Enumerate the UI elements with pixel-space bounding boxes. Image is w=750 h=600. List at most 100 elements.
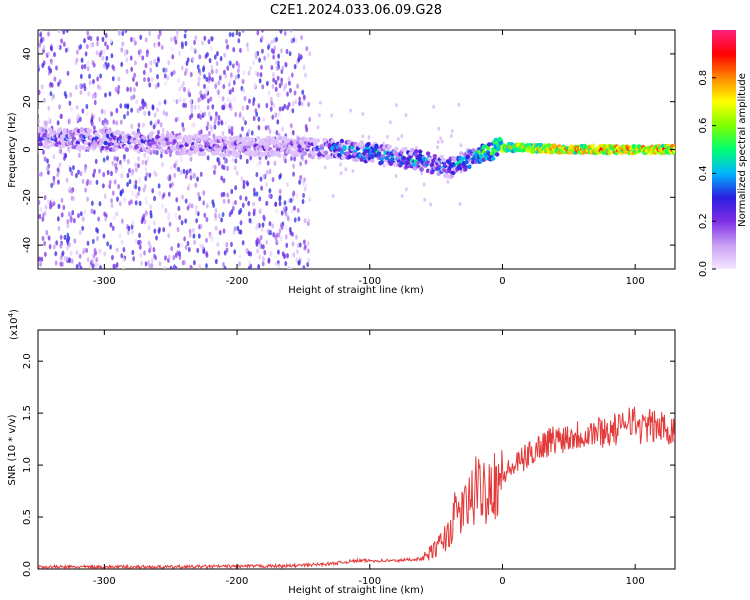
noise-mark (174, 252, 178, 258)
noise-mark (43, 120, 47, 126)
ridge-mark (607, 150, 613, 156)
noise-mark (240, 175, 244, 182)
noise-mark (271, 223, 275, 229)
noise-mark (134, 184, 138, 190)
noise-mark (151, 188, 155, 194)
noise-mark (66, 70, 70, 76)
noise-mark (93, 168, 96, 174)
noise-mark (144, 196, 148, 202)
noise-mark (143, 183, 147, 190)
noise-mark (400, 134, 404, 139)
colorbar-label: Normalized spectral amplitude (737, 73, 748, 227)
noise-mark (241, 202, 245, 208)
noise-mark (259, 207, 263, 213)
ridge-mark (160, 133, 165, 138)
noise-mark (81, 178, 85, 184)
noise-mark (43, 240, 47, 246)
noise-mark (297, 259, 301, 266)
noise-mark (184, 218, 188, 224)
noise-mark (197, 104, 201, 110)
noise-mark (280, 80, 284, 86)
noise-mark (248, 98, 251, 104)
noise-mark (225, 38, 228, 45)
ridge-mark (672, 146, 675, 151)
noise-mark (181, 194, 184, 200)
ridge-mark (272, 151, 277, 157)
noise-mark (50, 182, 54, 188)
noise-mark (211, 164, 215, 170)
noise-mark (117, 84, 121, 90)
noise-mark (170, 245, 174, 252)
noise-mark (227, 198, 231, 204)
noise-mark (59, 243, 63, 249)
noise-mark (183, 33, 187, 39)
noise-mark (149, 213, 153, 219)
noise-mark (238, 209, 241, 216)
noise-mark (190, 107, 194, 113)
noise-mark (117, 76, 121, 82)
noise-mark (244, 196, 248, 202)
noise-mark (164, 207, 168, 214)
ridge-mark (82, 146, 87, 151)
noise-mark (276, 119, 280, 125)
noise-mark (62, 204, 66, 210)
noise-mark (232, 79, 236, 86)
noise-mark (198, 54, 202, 60)
noise-mark (137, 239, 140, 246)
noise-mark (38, 199, 41, 206)
noise-mark (122, 265, 125, 269)
noise-mark (272, 77, 276, 83)
noise-mark (268, 188, 272, 194)
noise-mark (92, 253, 96, 259)
ridge-mark (193, 133, 199, 138)
noise-mark (92, 125, 96, 131)
ridge-mark (414, 149, 419, 154)
noise-mark (305, 127, 309, 133)
noise-mark (68, 119, 72, 125)
chart-title: C2E1.2024.033.06.09.G28 (270, 3, 442, 18)
noise-mark (217, 213, 221, 219)
noise-mark (307, 218, 311, 224)
noise-mark (446, 179, 450, 184)
noise-mark (180, 83, 184, 89)
noise-mark (274, 60, 278, 66)
noise-mark (199, 171, 203, 177)
noise-mark (95, 50, 99, 56)
noise-mark (41, 62, 45, 69)
noise-mark (193, 239, 197, 245)
x-tick-label: -200 (226, 276, 249, 287)
noise-mark (185, 169, 189, 175)
ridge-mark (196, 137, 201, 142)
noise-mark (231, 87, 235, 93)
noise-mark (177, 166, 181, 172)
noise-mark (274, 79, 278, 86)
noise-mark (55, 240, 59, 246)
noise-mark (94, 158, 98, 164)
noise-mark (49, 91, 53, 97)
noise-mark (152, 220, 156, 226)
noise-mark (265, 169, 269, 176)
noise-mark (226, 65, 230, 71)
x-tick-label: 0 (499, 576, 505, 587)
noise-mark (217, 120, 221, 126)
noise-mark (78, 83, 82, 89)
noise-mark (238, 112, 242, 118)
noise-mark (201, 40, 205, 46)
noise-mark (274, 86, 278, 92)
noise-mark (63, 255, 67, 261)
noise-mark (179, 156, 183, 162)
noise-mark (146, 155, 150, 161)
noise-mark (101, 36, 105, 42)
noise-mark (191, 227, 195, 234)
ridge-mark (102, 136, 107, 141)
noise-mark (97, 216, 101, 222)
noise-mark (147, 240, 151, 246)
noise-mark (84, 165, 87, 171)
ridge-mark (299, 147, 305, 152)
noise-mark (174, 265, 178, 269)
spectrogram-x-axis-label: Height of straight line (km) (288, 285, 424, 296)
y-tick-label: 40 (22, 48, 33, 61)
noise-mark (104, 92, 107, 98)
noise-mark (77, 169, 80, 175)
